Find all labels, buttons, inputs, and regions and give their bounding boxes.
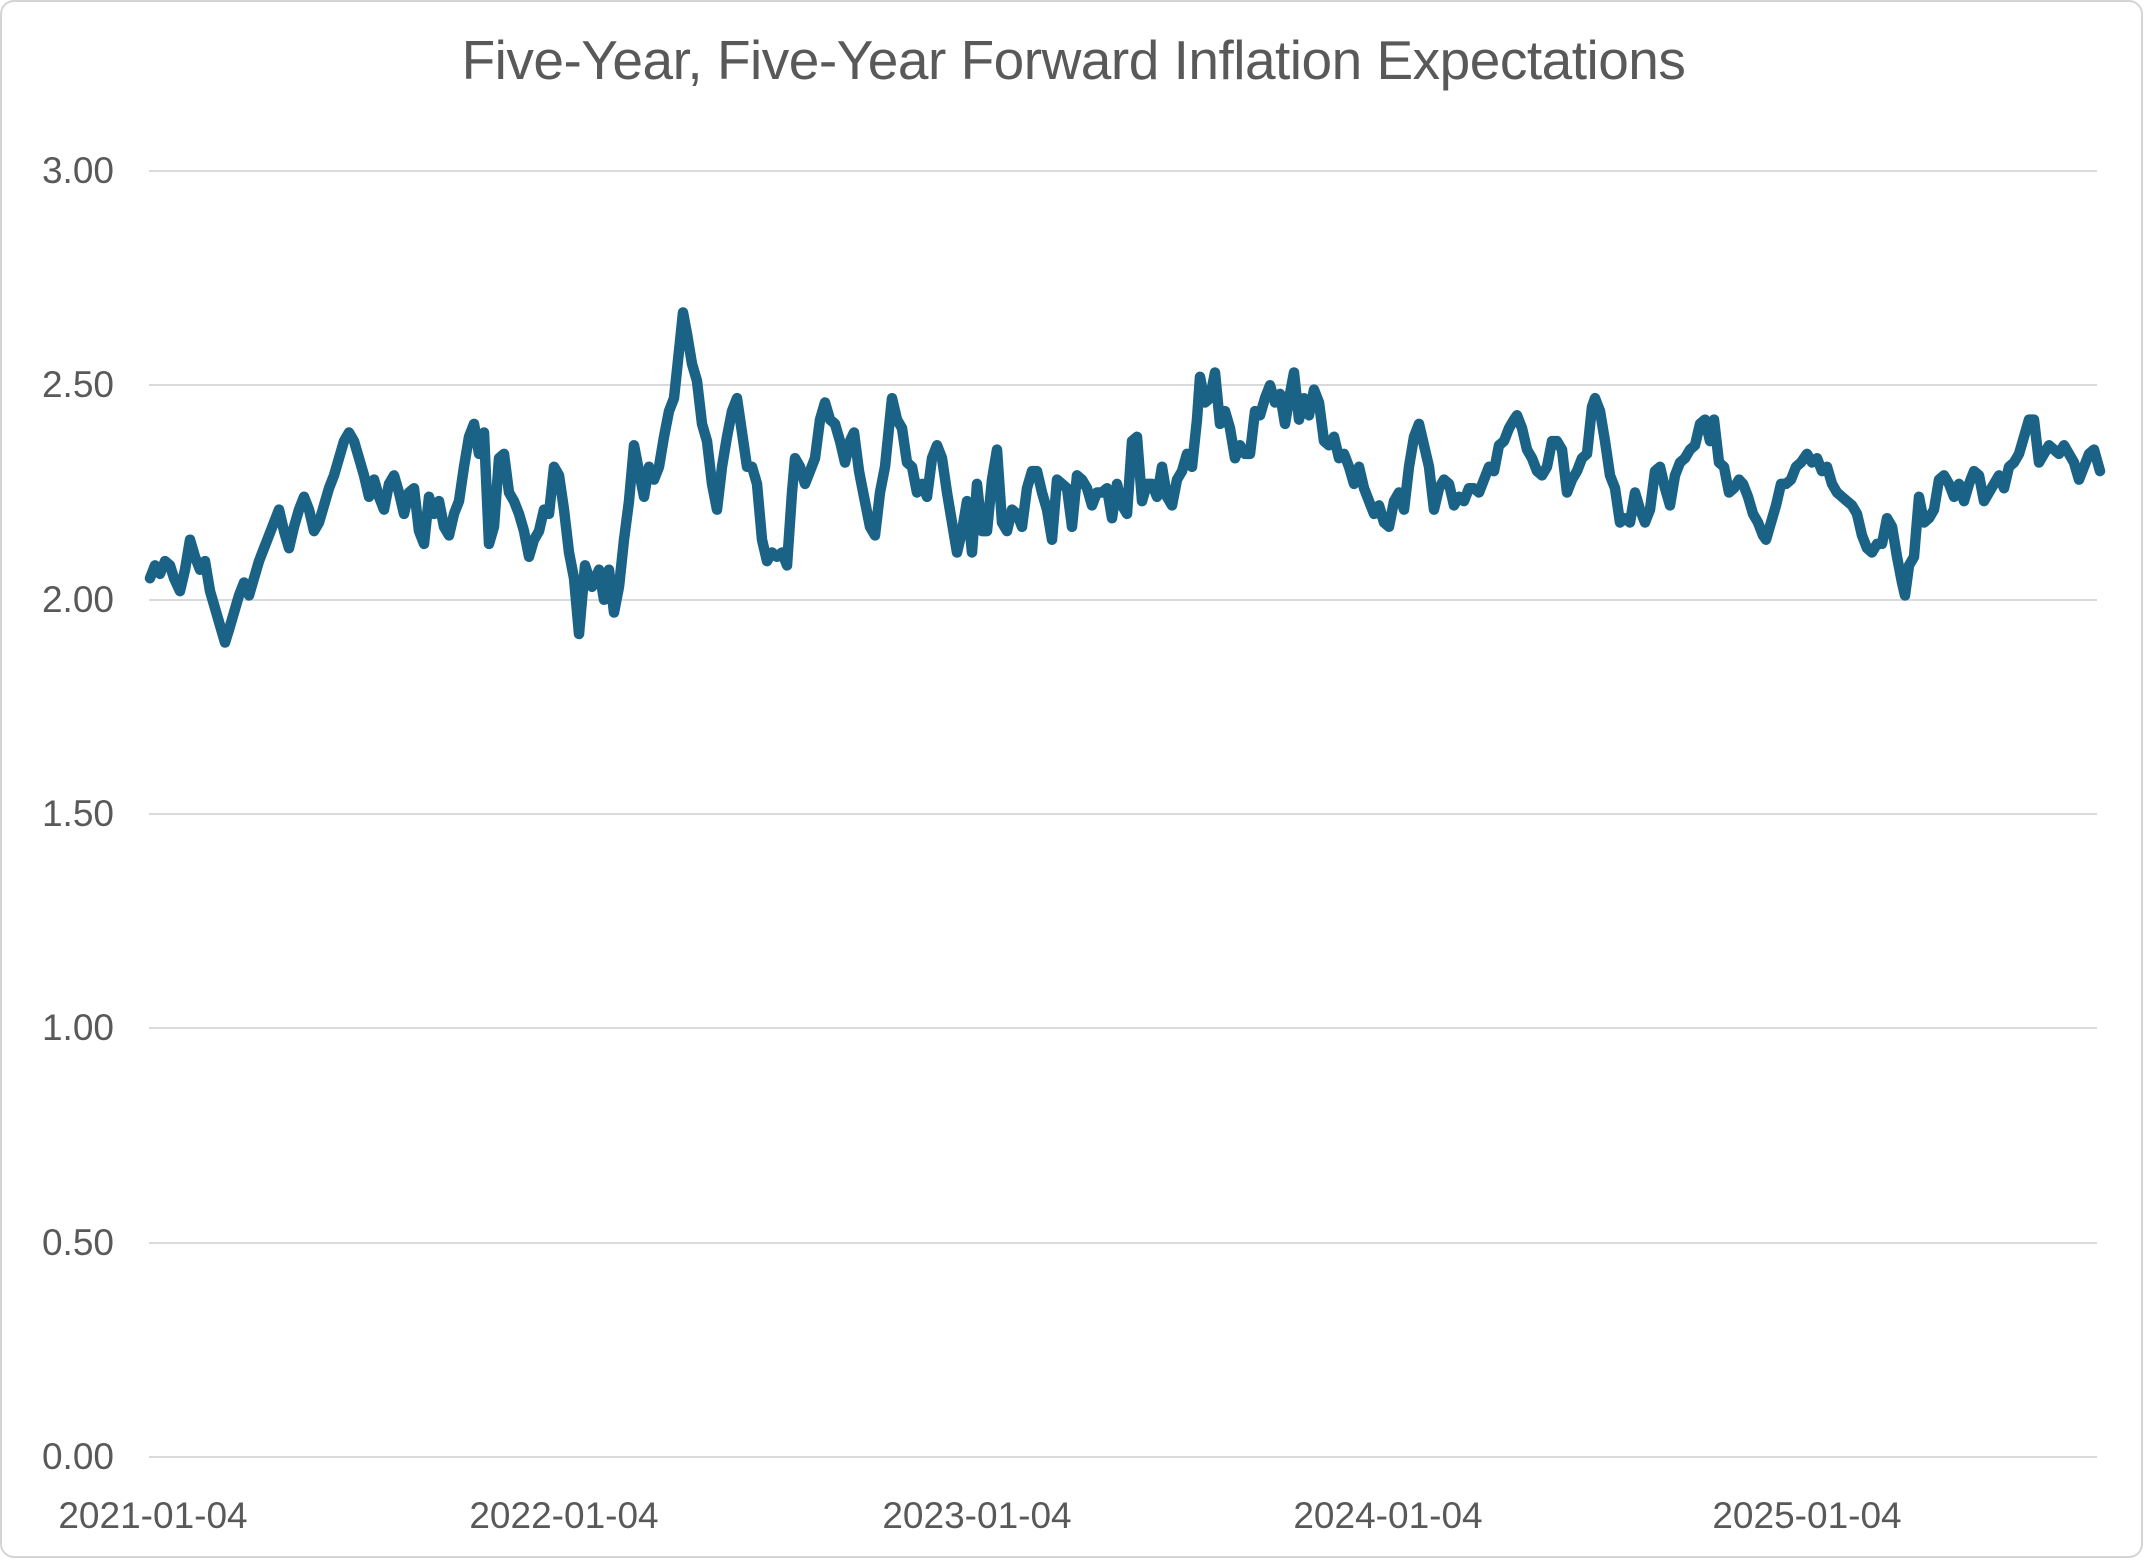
gridline-1.50 (149, 813, 2097, 815)
x-tick-label: 2021-01-04 (58, 1495, 248, 1536)
gridline-2.00 (149, 598, 2097, 601)
gridline-3.00 (149, 170, 2097, 172)
x-tick-label: 2023-01-04 (882, 1495, 1072, 1536)
y-tick-label: 2.00 (41, 578, 114, 620)
x-tick-label: 2025-01-04 (1712, 1495, 1902, 1536)
y-tick-label: 0.00 (41, 1436, 114, 1477)
gridline-1.00 (149, 1027, 2097, 1030)
gridline-2.50 (149, 384, 2097, 387)
y-tick-label: 1.50 (41, 793, 114, 834)
x-tick-label: 2024-01-04 (1293, 1495, 1483, 1536)
inflation-expectations-series-line (144, 307, 2106, 648)
y-tick-label: 1.00 (41, 1007, 114, 1049)
chart-title: Five-Year, Five-Year Forward Inflation E… (461, 29, 1686, 91)
gridline-0.00 (149, 1456, 2097, 1458)
y-tick-label: 2.50 (41, 364, 114, 406)
y-tick-label: 3.00 (41, 150, 114, 191)
gridline-0.50 (149, 1241, 2097, 1244)
x-tick-label: 2022-01-04 (469, 1495, 659, 1536)
y-tick-label: 0.50 (41, 1221, 114, 1263)
